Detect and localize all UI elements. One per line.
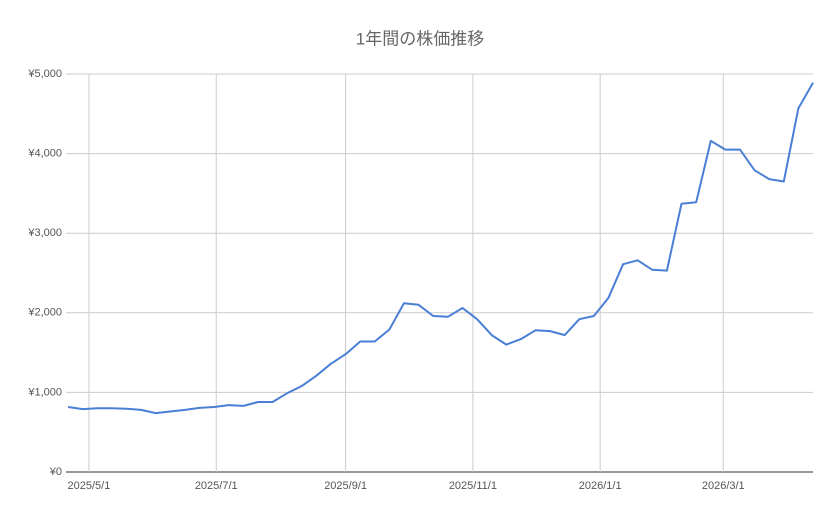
y-tick-label: ¥1,000: [27, 386, 62, 398]
x-tick-label: 2025/5/1: [68, 480, 111, 492]
x-tick-label: 2025/9/1: [324, 480, 367, 492]
x-tick-label: 2025/11/1: [449, 480, 497, 492]
y-tick-label: ¥0: [49, 466, 62, 478]
x-tick-label: 2026/3/1: [702, 480, 745, 492]
y-tick-label: ¥2,000: [27, 307, 62, 319]
y-tick-label: ¥3,000: [27, 227, 62, 239]
x-tick-label: 2026/1/1: [579, 480, 622, 492]
x-tick-label: 2025/7/1: [195, 480, 238, 492]
chart-title: 1年間の株価推移: [356, 29, 484, 48]
data-line: [67, 82, 814, 415]
y-tick-label: ¥5,000: [27, 68, 62, 80]
y-tick-label: ¥4,000: [27, 148, 62, 160]
